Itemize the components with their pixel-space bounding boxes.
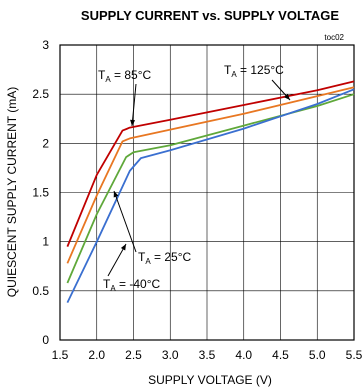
y-tick-label: 1.5	[32, 186, 49, 200]
x-axis-label: SUPPLY VOLTAGE (V)	[148, 373, 272, 387]
x-tick-label: 2.5	[125, 348, 142, 362]
annotation-arrows	[107, 79, 291, 277]
x-tick-label: 5.0	[309, 348, 326, 362]
x-tick-label: 4.5	[272, 348, 289, 362]
x-tick-label: 2.0	[88, 348, 105, 362]
series-annotation: TA = 85°C	[98, 68, 152, 84]
chart-title: SUPPLY CURRENT vs. SUPPLY VOLTAGE	[81, 8, 339, 23]
y-tick-label: 2	[42, 136, 49, 150]
grid	[59, 44, 355, 341]
y-tick-label: 0	[42, 333, 49, 347]
series-annotation: TA = 25°C	[138, 250, 192, 266]
annotation-arrow	[113, 190, 137, 253]
y-tick-label: 1	[42, 235, 49, 249]
series-annotation: TA = -40°C	[103, 277, 161, 293]
y-axis-ticks: 0 0.5 1 1.5 2 2.5 3	[32, 38, 49, 347]
series-line-2	[66, 93, 355, 284]
plot-frame	[59, 44, 355, 341]
annotation-arrowhead	[113, 191, 119, 198]
annotation-arrowhead	[120, 244, 126, 251]
x-axis-ticks: 1.5 2.0 2.5 3.0 3.5 4.0 4.5 5.0 5.5	[52, 348, 363, 362]
series-line-3	[66, 88, 355, 303]
series-line-0	[66, 80, 355, 247]
annotation-arrowhead	[284, 93, 290, 100]
annotation-arrow	[131, 83, 137, 127]
annotations: TA = 85°C TA = 125°C TA = 25°C TA = -40°C	[98, 63, 284, 293]
y-tick-label: 3	[42, 38, 49, 52]
x-tick-label: 1.5	[52, 348, 69, 362]
y-tick-label: 2.5	[32, 87, 49, 101]
x-tick-label: 3.5	[199, 348, 216, 362]
figure-tag: toc02	[324, 33, 344, 42]
series-annotation: TA = 125°C	[224, 63, 284, 79]
x-tick-label: 5.5	[346, 348, 363, 362]
x-tick-label: 4.0	[235, 348, 252, 362]
series-line-1	[66, 86, 355, 264]
annotation-arrowhead	[130, 119, 136, 126]
series-lines	[66, 80, 355, 303]
y-tick-label: 0.5	[32, 284, 49, 298]
x-tick-label: 3.0	[162, 348, 179, 362]
annotation-arrow	[107, 243, 127, 277]
y-axis-label: QUIESCENT SUPPLY CURRENT (mA)	[5, 87, 19, 297]
